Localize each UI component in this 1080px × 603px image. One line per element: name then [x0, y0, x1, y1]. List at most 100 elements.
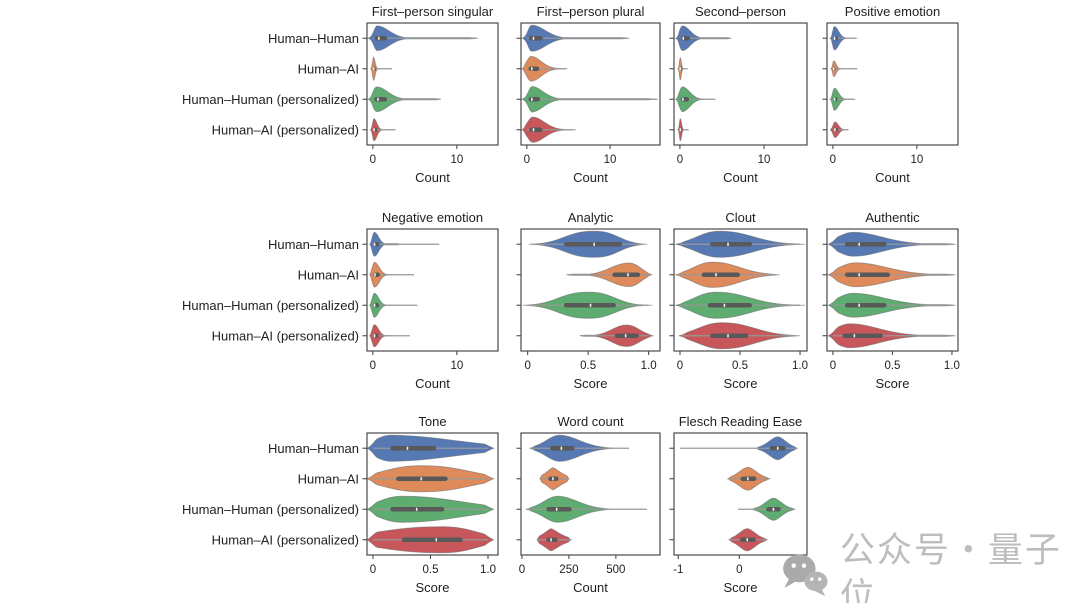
median-marker-human-ai: [552, 476, 554, 481]
iqr-box-human-ai-personalized: [710, 333, 749, 338]
x-axis-label: Score: [724, 376, 758, 391]
x-tick-label: 10: [758, 154, 771, 166]
median-marker-human-human-personalized: [377, 97, 379, 102]
category-label-human-ai-personalized: Human–AI (personalized): [212, 122, 359, 137]
plot-frame: [366, 22, 499, 146]
median-marker-human-human-personalized: [555, 507, 558, 512]
subplot-title: Analytic: [568, 210, 614, 225]
median-marker-human-human: [593, 242, 595, 247]
median-marker-human-human: [776, 446, 779, 451]
plot-frame: [673, 22, 808, 146]
subplot-negative-emotion: 0 10 Human–Human Human–AI Human–Human (perso…: [182, 210, 499, 391]
iqr-box-human-human: [374, 36, 388, 41]
plot-frame: [366, 432, 499, 556]
median-marker-human-ai-personalized: [373, 127, 375, 132]
x-axis-label: Count: [573, 170, 608, 185]
category-label-human-ai-personalized: Human–AI (personalized): [212, 328, 359, 343]
subplot-title: Tone: [418, 414, 446, 429]
iqr-box-human-ai-personalized: [842, 333, 883, 338]
subplot-analytic: 0 0.5 1.0 Analytic Score: [516, 210, 661, 391]
median-marker-human-human: [833, 36, 836, 41]
x-axis-label: Score: [416, 580, 450, 595]
median-marker-human-ai-personalized: [435, 537, 438, 542]
x-tick-label: 1.0: [944, 360, 960, 372]
median-marker-human-human: [532, 36, 535, 41]
x-tick-label: 10: [910, 154, 923, 166]
subplot-positive-emotion: 0 10 Positive emotion Count: [822, 4, 959, 185]
category-label-human-human-personalized: Human–Human (personalized): [182, 92, 359, 107]
category-label-human-ai: Human–AI: [298, 267, 359, 282]
subplot-title: Second–person: [695, 4, 786, 19]
x-tick-label: 0: [519, 564, 525, 576]
x-tick-label: 0.5: [422, 564, 438, 576]
iqr-box-human-human-personalized: [844, 303, 887, 308]
subplot-title: Positive emotion: [845, 4, 940, 19]
iqr-box-human-human-personalized: [374, 97, 388, 102]
median-marker-human-ai-personalized: [624, 333, 627, 338]
x-tick-label: 0: [677, 154, 683, 166]
x-tick-label: -1: [673, 564, 683, 576]
subplot-title: Negative emotion: [382, 210, 483, 225]
subplot-word-count: 0 250 500 Word count Count: [516, 414, 661, 595]
subplot-first-person-plural: 0 10 First–person plural Count: [516, 4, 661, 185]
median-marker-human-ai-personalized: [746, 537, 749, 542]
watermark: 公众号・量子位: [778, 528, 1080, 603]
category-label-human-human: Human–Human: [268, 441, 359, 456]
plot-frame: [366, 228, 499, 352]
iqr-box-human-human: [680, 36, 690, 41]
x-tick-label: 0.5: [580, 360, 596, 372]
x-tick-label: 0: [370, 154, 376, 166]
median-marker-human-human-personalized: [723, 303, 726, 308]
median-marker-human-human: [373, 242, 376, 247]
x-tick-label: 0: [524, 360, 530, 372]
category-label-human-human: Human–Human: [268, 31, 359, 46]
subplot-first-person-singular: 0 10 Human–Human Human–AI Human–Human (perso…: [182, 4, 499, 185]
x-tick-label: 0: [370, 360, 376, 372]
category-label-human-ai: Human–AI: [298, 61, 359, 76]
median-marker-human-ai-personalized: [727, 333, 729, 338]
x-tick-label: 0.5: [732, 360, 748, 372]
iqr-box-human-ai: [528, 66, 540, 71]
x-tick-label: 1.0: [641, 360, 657, 372]
x-axis-label: Count: [875, 170, 910, 185]
median-marker-human-ai-personalized: [834, 127, 836, 132]
median-marker-human-ai: [420, 476, 423, 481]
plot-frame: [673, 432, 808, 556]
iqr-box-human-ai-personalized: [614, 333, 639, 338]
median-marker-human-human-personalized: [833, 97, 836, 102]
x-axis-label: Count: [573, 580, 608, 595]
median-marker-human-ai-personalized: [532, 127, 535, 132]
x-tick-label: 1.0: [792, 360, 808, 372]
iqr-box-human-human-personalized: [680, 97, 690, 102]
subplot-title: First–person plural: [537, 4, 645, 19]
median-marker-human-ai: [531, 66, 533, 71]
iqr-box-human-human-personalized: [707, 303, 753, 308]
subplot-title: First–person singular: [372, 4, 494, 19]
median-marker-human-human-personalized: [858, 303, 860, 308]
x-tick-label: 1.0: [480, 564, 496, 576]
x-tick-label: 0: [370, 564, 376, 576]
subplot-title: Clout: [725, 210, 756, 225]
x-tick-label: 0: [736, 564, 742, 576]
iqr-box-human-human-personalized: [546, 507, 572, 512]
x-tick-label: 0: [677, 360, 683, 372]
x-axis-label: Count: [723, 170, 758, 185]
iqr-box-human-ai-personalized: [546, 537, 558, 542]
median-marker-human-ai-personalized: [550, 537, 552, 542]
category-label-human-ai: Human–AI: [298, 471, 359, 486]
plot-frame: [520, 22, 661, 146]
category-label-human-ai-personalized: Human–AI (personalized): [212, 532, 359, 547]
iqr-box-human-ai: [701, 272, 741, 277]
x-tick-label: 10: [604, 154, 617, 166]
median-marker-human-ai: [372, 66, 375, 71]
median-marker-human-ai: [832, 66, 835, 71]
median-marker-human-human: [560, 446, 563, 451]
subplot-title: Flesch Reading Ease: [679, 414, 803, 429]
x-tick-label: 500: [606, 564, 625, 576]
x-tick-label: 0: [524, 154, 530, 166]
x-axis-label: Count: [415, 376, 450, 391]
median-marker-human-human-personalized: [772, 507, 775, 512]
wechat-icon: [783, 554, 828, 596]
x-tick-label: 0: [830, 154, 836, 166]
